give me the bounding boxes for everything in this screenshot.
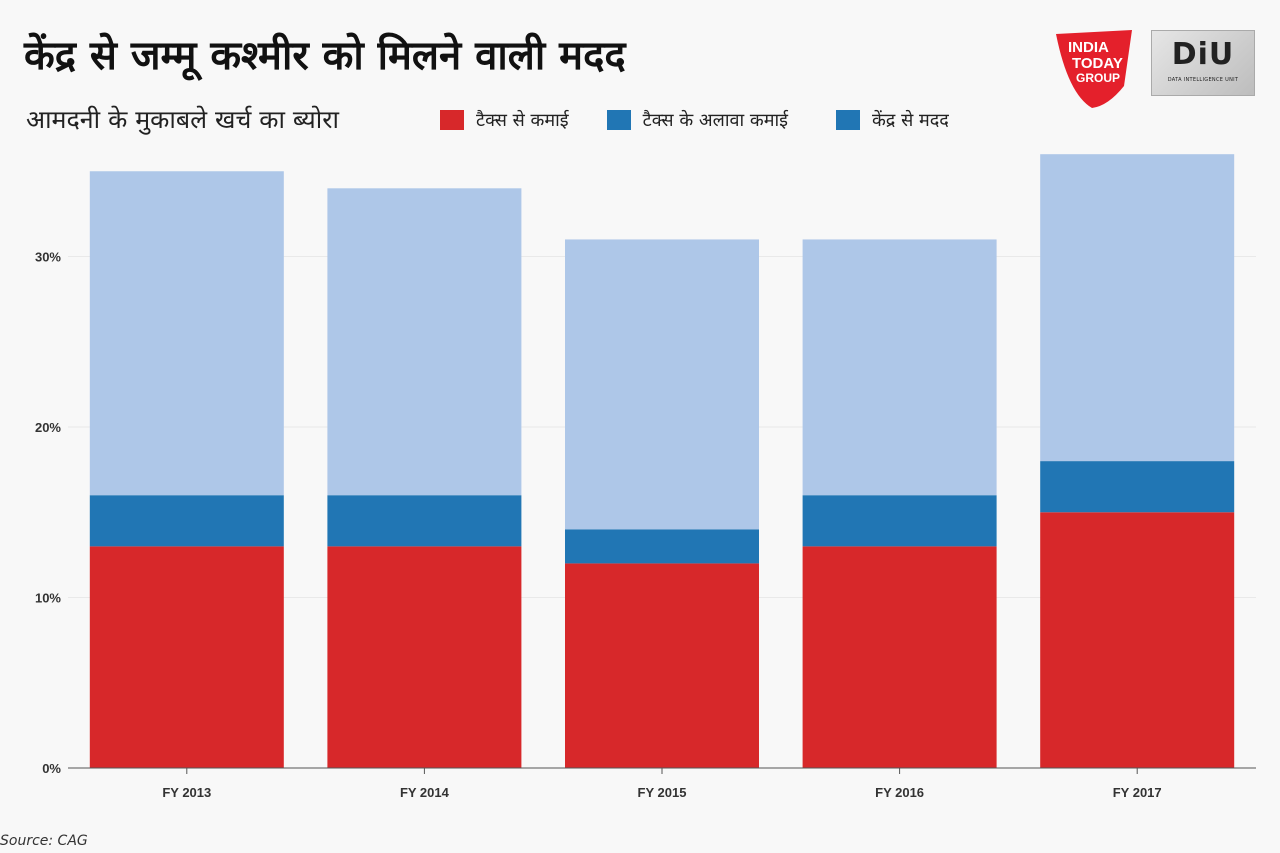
bar-fy-2015-series-1	[565, 529, 759, 564]
diu-logo: DiU DATA INTELLIGENCE UNIT	[1151, 30, 1255, 96]
legend-swatch-nontax	[606, 110, 631, 130]
source-note: Source: CAG	[0, 833, 88, 849]
india-today-group-logo: INDIA TODAY GROUP	[1056, 30, 1132, 108]
bar-fy-2017-series-1	[1040, 461, 1235, 513]
diu-logo-subtext: DATA INTELLIGENCE UNIT	[1167, 77, 1239, 83]
y-tick-label-20: 20%	[35, 420, 61, 435]
chart-title: केंद्र से जम्मू कश्मीर को मिलने वाली मदद	[24, 33, 626, 79]
bar-fy-2016-series-0	[802, 546, 997, 768]
bar-fy-2013-series-0	[89, 546, 284, 768]
legend-label-central: केंद्र से मदद	[871, 110, 949, 131]
y-tick-label-10: 10%	[35, 591, 61, 606]
bar-fy-2014-series-0	[327, 546, 522, 768]
x-tick-label-1: FY 2014	[400, 785, 450, 800]
bar-fy-2017-series-2	[1040, 154, 1235, 462]
chart-subtitle: आमदनी के मुकाबले खर्च का ब्योरा	[26, 105, 339, 134]
legend-item-central: केंद्र से मदद	[835, 108, 949, 132]
itg-line-2: TODAY	[1072, 55, 1123, 72]
y-tick-label-0: 0%	[42, 761, 61, 776]
legend-item-tax: टैक्स से कमाई	[440, 108, 569, 132]
itg-line-3: GROUP	[1076, 71, 1120, 85]
x-tick-label-2: FY 2015	[638, 785, 687, 800]
legend: टैक्स से कमाई टैक्स के अलावा कमाई केंद्र…	[440, 108, 949, 132]
bar-fy-2015-series-2	[565, 239, 759, 530]
legend-swatch-central	[835, 110, 860, 130]
bar-fy-2013-series-1	[89, 495, 284, 547]
bar-fy-2017-series-0	[1040, 512, 1235, 768]
diu-logo-text: DiU	[1171, 37, 1235, 72]
bar-fy-2016-series-1	[802, 495, 997, 547]
x-tick-label-3: FY 2016	[875, 785, 924, 800]
legend-item-nontax: टैक्स के अलावा कमाई	[606, 108, 788, 132]
itg-line-1: INDIA	[1068, 39, 1109, 56]
india-today-logo-shape	[1056, 30, 1132, 108]
legend-label-nontax: टैक्स के अलावा कमाई	[642, 110, 788, 131]
x-tick-label-0: FY 2013	[162, 785, 211, 800]
bar-fy-2016-series-2	[802, 239, 997, 496]
bar-fy-2014-series-2	[327, 188, 522, 496]
x-tick-label-4: FY 2017	[1113, 785, 1162, 800]
y-tick-label-30: 30%	[35, 250, 61, 265]
bar-fy-2014-series-1	[327, 495, 522, 547]
bar-fy-2015-series-0	[565, 563, 759, 768]
legend-swatch-tax	[440, 110, 464, 130]
legend-label-tax: टैक्स से कमाई	[476, 110, 569, 131]
bar-fy-2013-series-2	[89, 171, 284, 496]
